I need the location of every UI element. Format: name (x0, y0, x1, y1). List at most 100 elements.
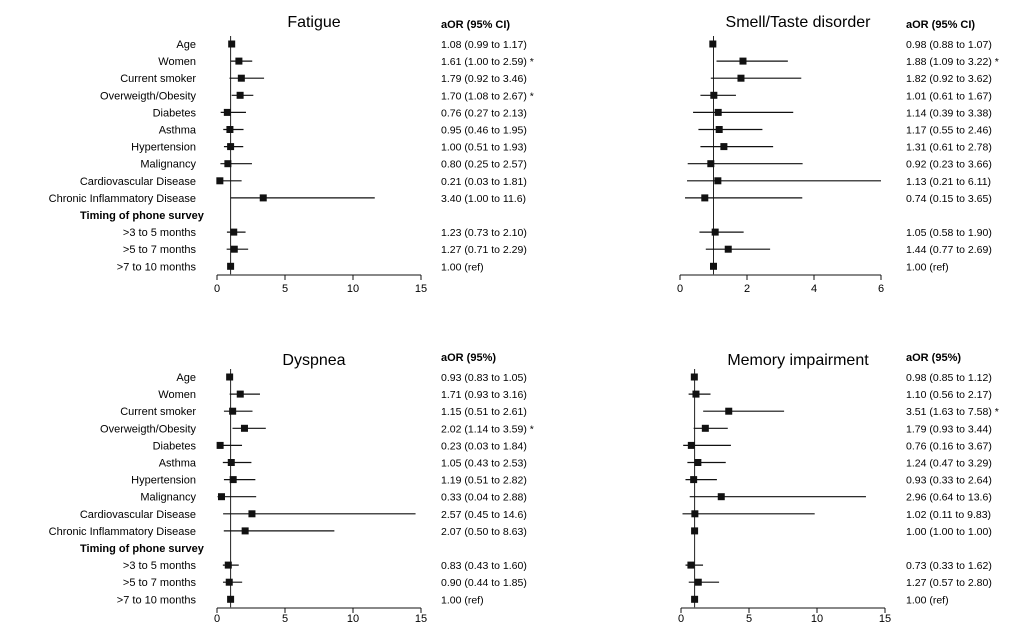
row-label: Chronic Inflammatory Disease (49, 526, 196, 538)
ci-value-text: 1.00 (0.51 to 1.93) (441, 142, 527, 154)
x-tick-label: 0 (214, 613, 220, 625)
ci-value-text: 0.74 (0.15 to 3.65) (906, 193, 992, 205)
ci-value-text: 2.96 (0.64 to 13.6) (906, 492, 992, 504)
point-estimate (235, 57, 243, 65)
ci-value-text: 0.83 (0.43 to 1.60) (441, 560, 527, 572)
point-estimate (720, 143, 728, 151)
ci-value-text: 1.05 (0.43 to 2.53) (441, 458, 527, 470)
panel-title: Smell/Taste disorder (726, 14, 872, 31)
ci-value-text: 1.82 (0.92 to 3.62) (906, 73, 992, 85)
x-tick-label: 5 (746, 613, 752, 625)
x-tick-label: 0 (677, 283, 683, 295)
point-estimate (217, 493, 225, 501)
x-tick-label: 2 (744, 283, 750, 295)
point-estimate (717, 493, 725, 501)
point-estimate (229, 407, 237, 415)
row-label: Malignancy (140, 492, 196, 504)
point-estimate (230, 228, 238, 236)
ci-value-text: 1.00 (1.00 to 1.00) (906, 526, 992, 538)
ci-value-text: 1.61 (1.00 to 2.59) * (441, 56, 534, 68)
ci-value-text: 0.76 (0.16 to 3.67) (906, 440, 992, 452)
ci-value-text: 1.88 (1.09 to 3.22) * (906, 56, 999, 68)
point-estimate (690, 476, 698, 484)
point-estimate (226, 373, 234, 381)
ci-value-text: 1.14 (0.39 to 3.38) (906, 107, 992, 119)
ci-value-text: 1.31 (0.61 to 2.78) (906, 142, 992, 154)
point-estimate (737, 74, 745, 82)
x-tick-label: 15 (879, 613, 891, 625)
point-estimate (248, 510, 256, 518)
point-estimate (739, 57, 747, 65)
point-estimate (236, 91, 244, 99)
ci-value-text: 1.05 (0.58 to 1.90) (906, 227, 992, 239)
point-estimate (711, 228, 719, 236)
point-estimate (694, 578, 702, 586)
ci-value-text: 1.27 (0.57 to 2.80) (906, 577, 992, 589)
point-estimate (259, 194, 267, 202)
row-label: >5 to 7 months (123, 577, 197, 589)
row-label: Cardiovascular Disease (80, 509, 196, 521)
point-estimate (227, 595, 235, 603)
ci-value-text: 3.51 (1.63 to 7.58) * (906, 406, 999, 418)
row-label: Malignancy (140, 159, 196, 171)
row-label: Cardiovascular Disease (80, 176, 196, 188)
row-label: Women (158, 56, 196, 68)
ci-value-text: 1.10 (0.56 to 2.17) (906, 389, 992, 401)
ci-column-header: aOR (95% CI) (441, 19, 510, 31)
row-label: Hypertension (131, 475, 196, 487)
ci-value-text: 2.57 (0.45 to 14.6) (441, 509, 527, 521)
ci-value-text: 0.73 (0.33 to 1.62) (906, 560, 992, 572)
ci-value-text: 2.07 (0.50 to 8.63) (441, 526, 527, 538)
ci-value-text: 1.00 (ref) (441, 261, 484, 273)
x-tick-label: 10 (811, 613, 823, 625)
row-label: Overweigth/Obesity (100, 90, 196, 102)
ci-column-header: aOR (95%) (441, 352, 496, 364)
point-estimate (224, 561, 232, 569)
row-label: Age (176, 39, 196, 51)
panel-title: Dyspnea (282, 352, 345, 369)
row-label: Diabetes (153, 107, 197, 119)
row-label: Age (176, 372, 196, 384)
point-estimate (709, 40, 717, 48)
ci-value-text: 1.00 (ref) (906, 594, 949, 606)
point-estimate (241, 527, 249, 535)
point-estimate (701, 424, 709, 432)
ci-value-text: 3.40 (1.00 to 11.6) (441, 193, 526, 205)
ci-value-text: 1.02 (0.11 to 9.83) (906, 509, 991, 521)
ci-value-text: 1.79 (0.92 to 3.46) (441, 73, 527, 85)
ci-value-text: 0.92 (0.23 to 3.66) (906, 159, 992, 171)
point-estimate (226, 126, 234, 133)
point-estimate (690, 373, 698, 381)
point-estimate (691, 527, 699, 535)
point-estimate (724, 245, 732, 253)
ci-value-text: 1.01 (0.61 to 1.67) (906, 90, 992, 102)
point-estimate (225, 578, 233, 586)
point-estimate (216, 177, 224, 185)
point-estimate (710, 262, 717, 270)
point-estimate (240, 424, 248, 432)
ci-value-text: 1.13 (0.21 to 6.11) (906, 176, 991, 188)
ci-value-text: 0.90 (0.44 to 1.85) (441, 577, 527, 589)
point-estimate (725, 407, 733, 415)
row-label: Overweigth/Obesity (100, 423, 196, 435)
ci-value-text: 1.00 (ref) (441, 594, 484, 606)
point-estimate (692, 390, 700, 398)
row-label: Current smoker (120, 406, 196, 418)
ci-value-text: 1.15 (0.51 to 2.61) (441, 406, 527, 418)
ci-value-text: 1.24 (0.47 to 3.29) (906, 458, 992, 470)
ci-value-text: 1.23 (0.73 to 2.10) (441, 227, 527, 239)
row-label: Chronic Inflammatory Disease (49, 193, 196, 205)
point-estimate (707, 160, 715, 168)
point-estimate (701, 194, 709, 202)
point-estimate (228, 40, 236, 48)
ci-value-text: 1.44 (0.77 to 2.69) (906, 244, 992, 256)
row-label: Women (158, 389, 196, 401)
point-estimate (229, 476, 237, 484)
ci-value-text: 1.08 (0.99 to 1.17) (441, 39, 527, 51)
row-label: >5 to 7 months (123, 244, 197, 256)
ci-value-text: 0.21 (0.03 to 1.81) (441, 176, 527, 188)
ci-value-text: 1.79 (0.93 to 3.44) (906, 423, 992, 435)
point-estimate (694, 459, 702, 466)
ci-value-text: 0.98 (0.88 to 1.07) (906, 39, 992, 51)
